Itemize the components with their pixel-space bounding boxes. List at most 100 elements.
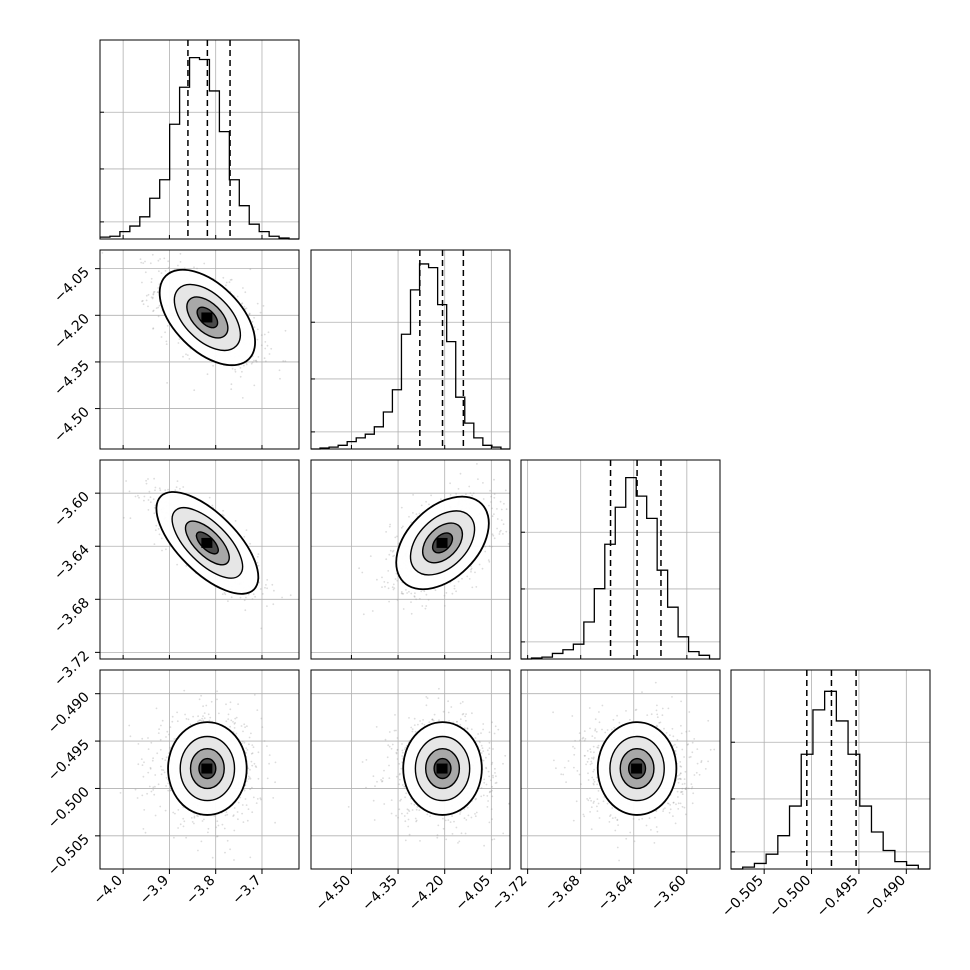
sample-point [414, 817, 417, 820]
sample-point [482, 759, 485, 762]
sample-point [423, 724, 426, 726]
sample-point [390, 799, 393, 801]
sample-point [442, 710, 445, 713]
sample-point [221, 513, 224, 516]
sample-point [403, 815, 406, 817]
contour-line [433, 757, 452, 780]
sample-point [101, 252, 104, 254]
sample-point [388, 525, 391, 528]
sample-point [234, 717, 237, 720]
sample-point [403, 748, 406, 750]
sample-point [169, 746, 172, 749]
sample-point [229, 279, 232, 281]
sample-point [496, 508, 498, 510]
sample-point [395, 729, 397, 732]
sample-point [186, 354, 189, 356]
sample-point [388, 777, 391, 779]
sample-point [233, 829, 236, 832]
sample-point [465, 713, 467, 715]
sample-point [150, 741, 153, 744]
sample-point [242, 730, 244, 733]
sample-point [487, 559, 490, 561]
sample-point [198, 698, 201, 701]
sample-point [243, 364, 245, 367]
sample-point [488, 747, 491, 749]
sample-point [189, 723, 192, 726]
scatter-panel-3-1 [310, 669, 511, 870]
panel-content [100, 250, 299, 449]
sample-point [404, 796, 406, 799]
contour-line [167, 721, 248, 816]
sample-point [438, 687, 440, 690]
sample-point [429, 815, 431, 817]
sample-point [455, 492, 457, 495]
sample-point [407, 825, 410, 828]
sample-point [150, 281, 153, 283]
sample-point [184, 713, 187, 716]
sample-point [684, 813, 687, 816]
sample-point [257, 564, 260, 567]
sample-point [251, 598, 254, 600]
sample-point [247, 778, 250, 780]
sample-point [656, 716, 659, 719]
sample-point [150, 296, 153, 299]
sample-point [172, 811, 175, 814]
sample-point [216, 698, 218, 701]
sample-point [490, 779, 492, 782]
sample-point [609, 815, 611, 817]
sample-point [160, 773, 163, 776]
sample-point [253, 316, 256, 319]
panel-frame [99, 669, 300, 870]
sample-point [410, 802, 413, 805]
sample-point [461, 701, 464, 703]
sample-point [672, 801, 675, 804]
sample-point [227, 600, 229, 602]
sample-point [242, 287, 244, 289]
sample-point [253, 694, 256, 696]
sample-point [193, 266, 195, 269]
sample-point [480, 744, 483, 747]
sample-point [536, 454, 538, 456]
sample-point [401, 784, 404, 786]
panel-frame [730, 669, 931, 870]
sample-point [459, 702, 462, 705]
sample-point [447, 819, 450, 821]
sample-point [237, 818, 239, 821]
sample-point [182, 806, 185, 809]
sample-point [503, 502, 505, 505]
sample-point [255, 802, 258, 804]
sample-point [240, 303, 243, 305]
sample-point [236, 811, 239, 813]
sample-point [677, 802, 680, 805]
sample-point [388, 745, 391, 748]
sample-point [243, 741, 246, 744]
sample-point [381, 586, 383, 588]
sample-point [591, 776, 594, 779]
histogram-panel-1 [310, 249, 511, 450]
histogram-steps [100, 56, 299, 240]
sample-point [253, 762, 256, 765]
sample-point [166, 324, 169, 327]
sample-point [387, 587, 390, 590]
sample-point [263, 333, 266, 336]
sample-point [465, 719, 467, 722]
sample-point [661, 707, 664, 710]
sample-point [491, 515, 494, 518]
sample-point [676, 738, 679, 741]
sample-point [177, 342, 180, 344]
sample-point [251, 786, 253, 789]
sample-point [499, 500, 502, 503]
sample-point [502, 762, 504, 765]
sample-point [457, 580, 460, 583]
panel-content [311, 670, 510, 869]
sample-point [279, 377, 281, 380]
sample-point [442, 827, 445, 830]
sample-point [144, 831, 147, 834]
sample-point [456, 721, 458, 723]
sample-point [244, 609, 247, 612]
sample-point [608, 821, 611, 823]
sample-point [398, 808, 401, 811]
sample-point [482, 723, 485, 725]
sample-point [197, 849, 199, 852]
